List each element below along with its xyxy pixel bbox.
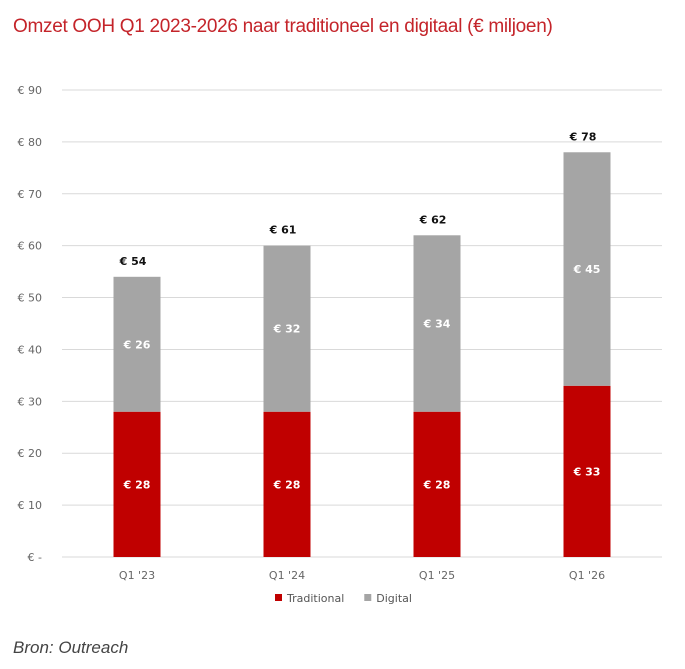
legend-label-traditional: Traditional — [286, 592, 344, 605]
data-label-traditional: € 28 — [273, 478, 301, 491]
x-tick-label: Q1 '25 — [419, 569, 455, 582]
legend: Traditional Digital — [275, 592, 412, 605]
data-label-digital: € 45 — [573, 263, 601, 276]
x-tick-label: Q1 '23 — [119, 569, 155, 582]
data-label-traditional: € 28 — [423, 478, 451, 491]
data-labels: € 28 € 26 € 54 € 28 € 32 € 61 € 28 € 34 € 62 € 33… — [119, 130, 601, 491]
total-label: € 61 — [269, 224, 297, 237]
y-tick-label: € 90 — [18, 84, 43, 97]
x-tick-label: Q1 '24 — [269, 569, 305, 582]
y-axis-ticks: € - € 10 € 20 € 30 € 40 € 50 € 60 € 70 € 80 € 90 — [18, 84, 43, 564]
y-tick-label: € 40 — [18, 343, 43, 356]
legend-label-digital: Digital — [376, 592, 412, 605]
data-label-digital: € 32 — [273, 323, 301, 336]
bar-digital — [263, 245, 311, 412]
bar-traditional — [113, 411, 161, 557]
data-label-traditional: € 33 — [573, 465, 601, 478]
bar-traditional — [563, 385, 611, 557]
y-tick-label: € 60 — [18, 240, 43, 253]
bars — [113, 152, 611, 557]
chart-title: Omzet OOH Q1 2023-2026 naar traditioneel… — [13, 16, 553, 37]
y-tick-label: € 30 — [18, 395, 43, 408]
y-tick-label: € 20 — [18, 447, 43, 460]
gridlines — [62, 89, 662, 558]
bar-digital — [113, 276, 161, 412]
bar-traditional — [263, 411, 311, 557]
y-tick-label: € 50 — [18, 292, 43, 305]
x-axis-ticks: Q1 '23 Q1 '24 Q1 '25 Q1 '26 — [119, 569, 605, 582]
data-label-traditional: € 28 — [123, 478, 151, 491]
total-label: € 78 — [569, 130, 597, 143]
bar-digital — [563, 152, 611, 386]
bar-traditional — [413, 411, 461, 557]
y-tick-label: € 80 — [18, 136, 43, 149]
y-tick-label: € 10 — [18, 499, 43, 512]
y-tick-label: € 70 — [18, 188, 43, 201]
legend-swatch-digital — [364, 594, 372, 601]
bar-digital — [413, 235, 461, 412]
data-label-digital: € 26 — [123, 338, 151, 351]
total-label: € 62 — [419, 213, 447, 226]
total-label: € 54 — [119, 255, 147, 268]
data-label-digital: € 34 — [423, 318, 451, 331]
y-tick-label: € - — [28, 551, 42, 564]
legend-swatch-traditional — [275, 594, 282, 601]
source-note: Bron: Outreach — [13, 638, 129, 657]
x-tick-label: Q1 '26 — [569, 569, 605, 582]
